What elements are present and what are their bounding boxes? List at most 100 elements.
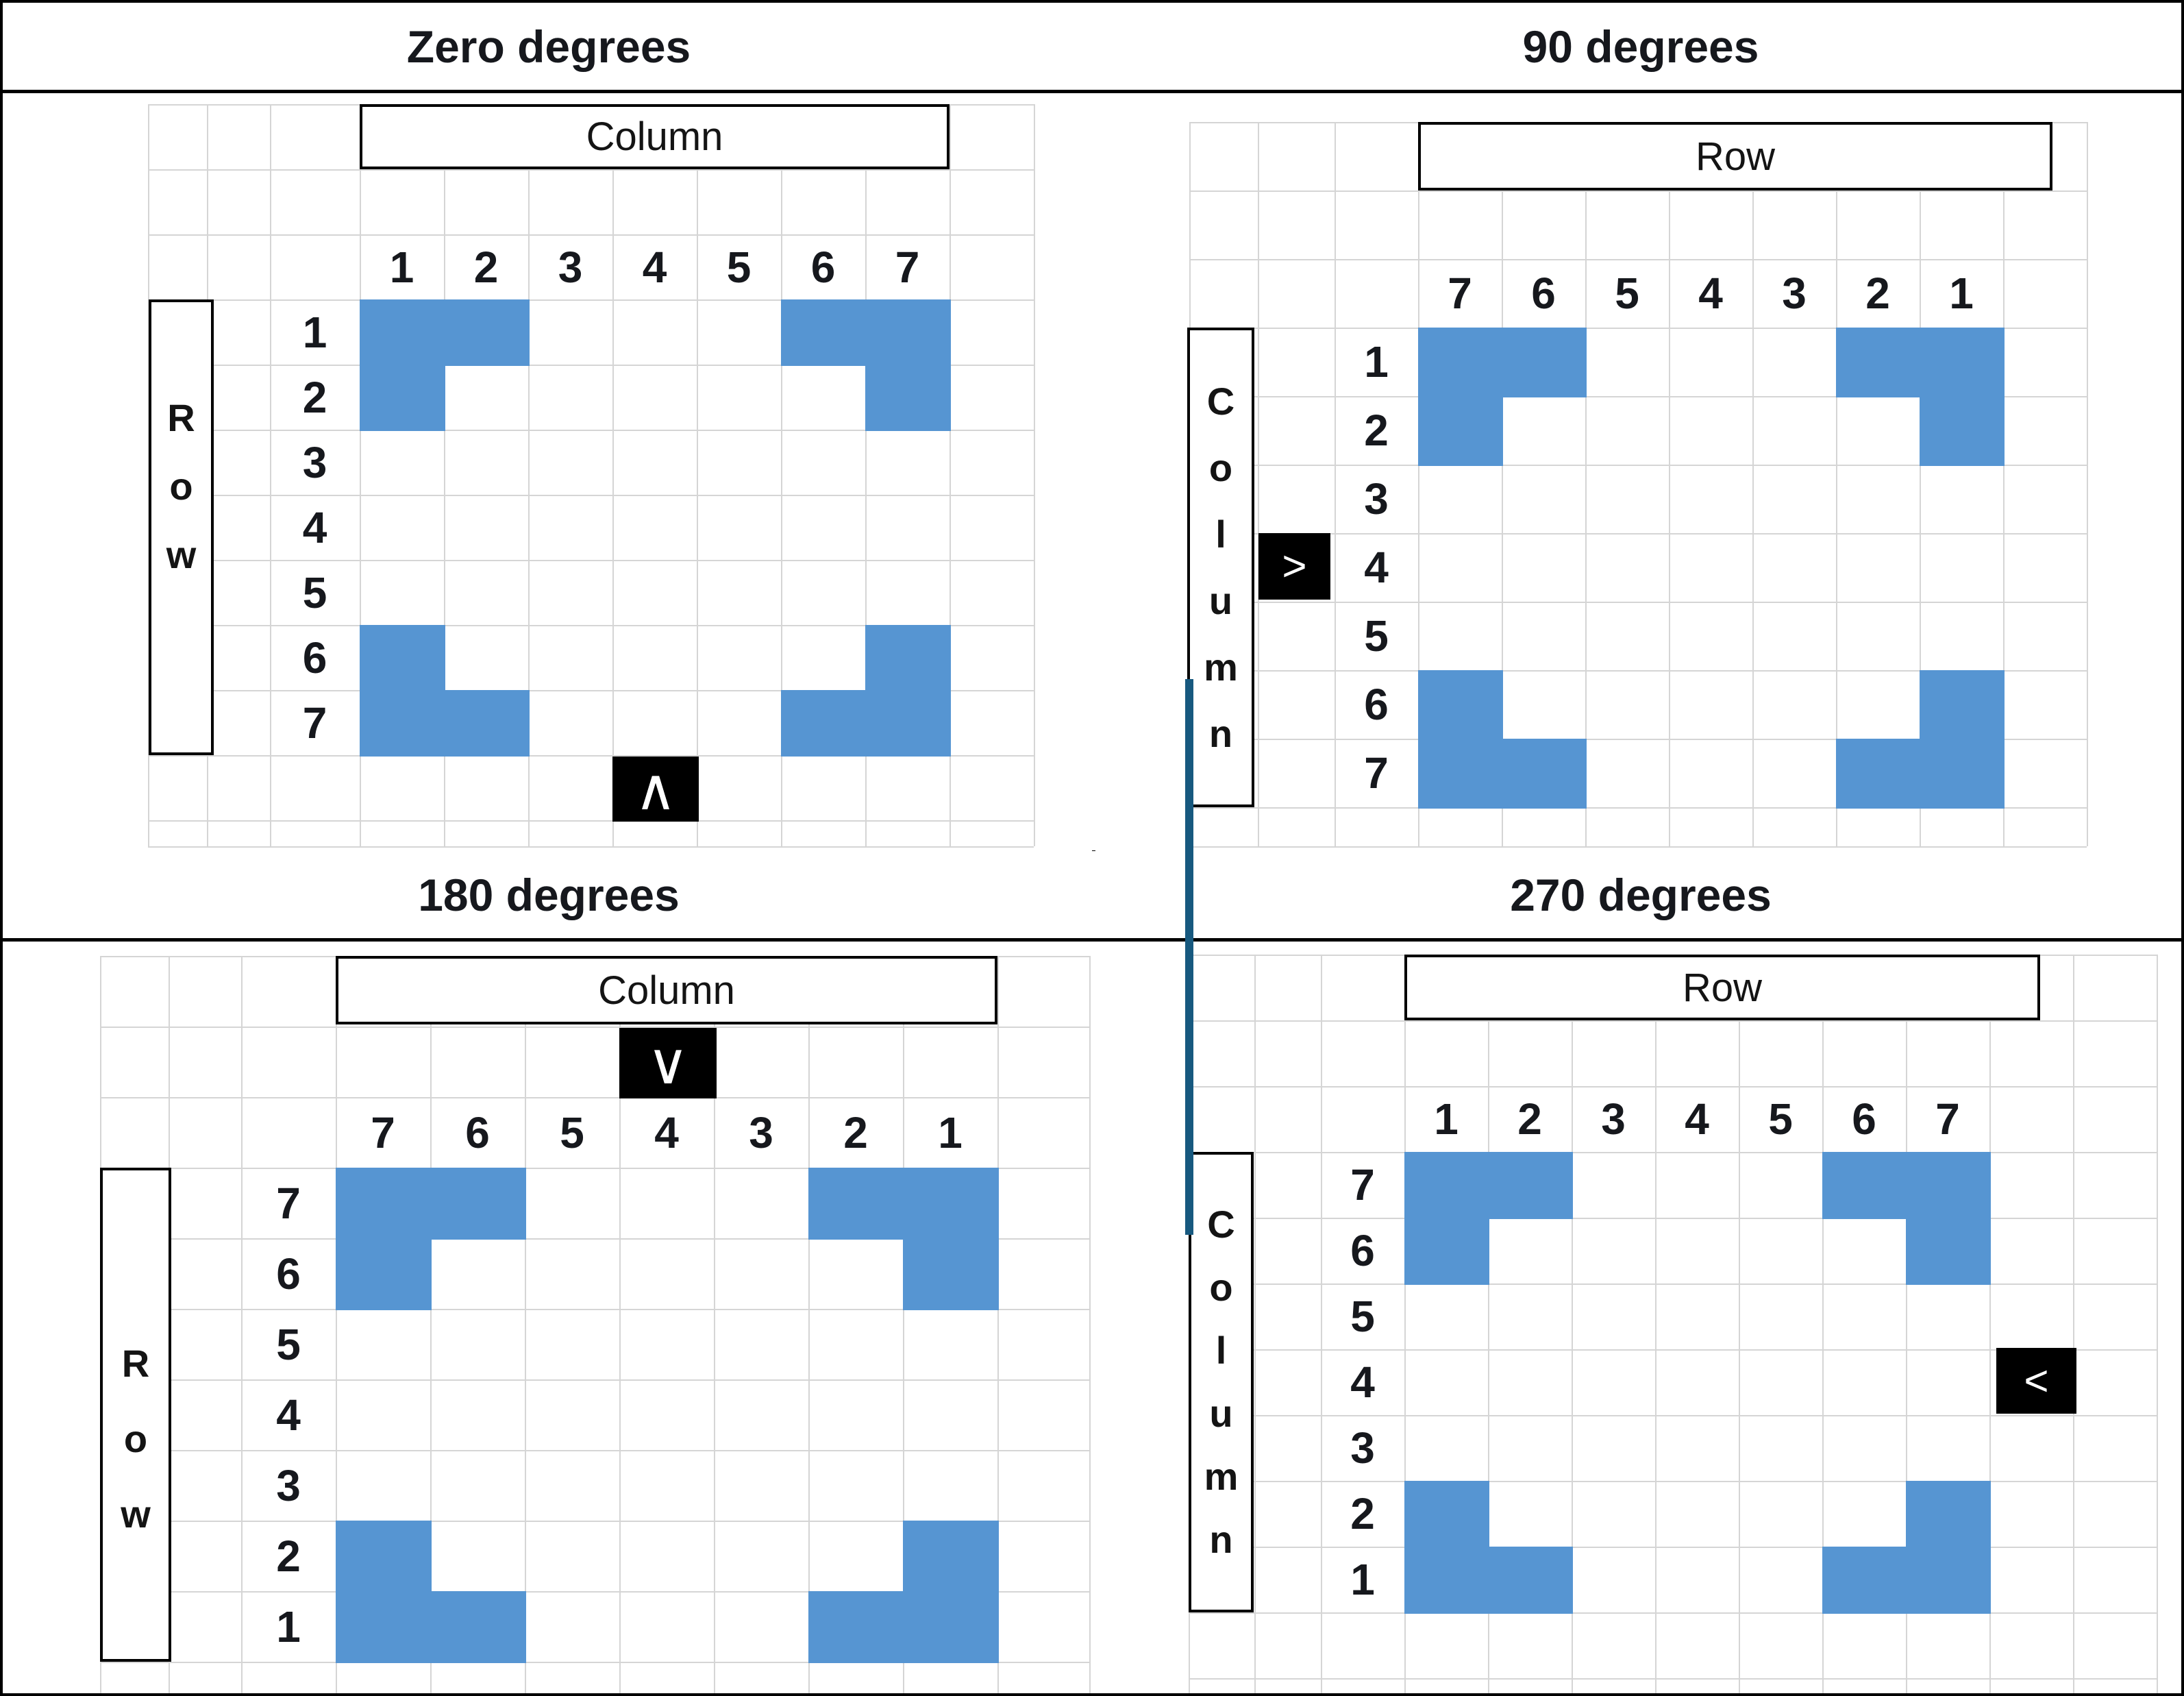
filled-cell xyxy=(903,1591,999,1663)
filled-cell xyxy=(1906,1481,1991,1548)
column-number-label: 7 xyxy=(1935,1094,1960,1144)
sheet-gridline-vertical xyxy=(1920,122,1921,846)
title-separator xyxy=(3,938,1095,942)
filled-cell xyxy=(865,690,951,757)
filled-cell xyxy=(903,1238,999,1310)
sheet-gridline-vertical xyxy=(697,104,698,846)
sheet-gridline-horizontal xyxy=(148,234,1034,236)
filled-cell xyxy=(336,1521,432,1593)
column-number-label: 3 xyxy=(1601,1094,1626,1144)
row-number-label: 2 xyxy=(1364,406,1389,455)
filled-cell xyxy=(336,1238,432,1310)
axis-header-box: Column xyxy=(336,956,997,1024)
sheet-gridline-horizontal xyxy=(148,365,1034,366)
sheet-gridline-vertical xyxy=(1572,955,1573,1693)
sheet-gridline-vertical xyxy=(714,956,715,1693)
sheet-gridline-vertical xyxy=(997,956,999,1693)
filled-cell xyxy=(1836,328,1921,397)
column-number-label: 7 xyxy=(895,242,920,292)
sheet-gridline-horizontal xyxy=(148,820,1034,822)
sheet-gridline-vertical xyxy=(1254,955,1256,1693)
filled-cell xyxy=(1488,1547,1573,1614)
filled-cell xyxy=(1920,670,2005,740)
row-number-label: 7 xyxy=(1364,748,1389,798)
sheet-gridline-vertical xyxy=(2003,122,2005,846)
sheet-gridline-vertical xyxy=(612,104,614,846)
filled-cell xyxy=(430,1168,526,1240)
sheet-gridline-horizontal xyxy=(1189,807,2087,809)
filled-cell xyxy=(1502,739,1587,809)
panel-title: 180 degrees xyxy=(418,869,680,920)
sheet-gridline-horizontal xyxy=(1189,1349,2157,1351)
column-number-label: 1 xyxy=(1949,269,1974,318)
column-number-label: 4 xyxy=(1698,269,1723,318)
sheet-gridline-horizontal xyxy=(1189,1678,2157,1680)
sheet-gridline-horizontal xyxy=(148,169,1034,171)
row-number-label: 5 xyxy=(1364,611,1389,661)
column-number-label: 2 xyxy=(843,1107,868,1157)
sheet-gridline-vertical xyxy=(360,104,361,846)
filled-cell xyxy=(865,299,951,366)
row-number-label: 3 xyxy=(1364,474,1389,524)
filled-cell xyxy=(1822,1152,1907,1219)
column-number-label: 3 xyxy=(749,1107,773,1157)
column-number-label: 5 xyxy=(560,1107,584,1157)
sheet-gridline-horizontal xyxy=(1189,1612,2157,1614)
sheet-gridline-horizontal xyxy=(1189,1218,2157,1219)
sheet-gridline-vertical xyxy=(808,956,810,1693)
row-number-label: 1 xyxy=(302,307,327,357)
sheet-gridline-horizontal xyxy=(100,1662,1089,1663)
filled-cell xyxy=(903,1168,999,1240)
axis-header-box: Column xyxy=(360,104,950,169)
column-number-label: 6 xyxy=(810,242,836,292)
filled-cell xyxy=(1906,1218,1991,1285)
sheet-gridline-vertical xyxy=(1989,955,1991,1693)
column-number-label: 3 xyxy=(558,242,583,292)
side-header-letter: w xyxy=(121,1492,151,1536)
sheet-gridline-vertical xyxy=(1034,104,1035,846)
column-number-label: 5 xyxy=(726,242,752,292)
sheet-gridline-vertical xyxy=(1906,955,1907,1693)
column-number-label: 1 xyxy=(1434,1094,1459,1144)
arrow-down-icon: ∨ xyxy=(647,1031,689,1096)
sheet-gridline-vertical xyxy=(1585,122,1587,846)
arrow-left-icon: < xyxy=(2024,1357,2049,1405)
filled-cell xyxy=(360,690,445,757)
filled-cell xyxy=(865,625,951,691)
sheet-gridline-vertical xyxy=(903,956,904,1693)
column-number-label: 2 xyxy=(473,242,499,292)
sheet-gridline-horizontal xyxy=(1189,465,2087,466)
filled-cell xyxy=(1418,739,1503,809)
column-number-label: 7 xyxy=(1448,269,1472,318)
sheet-gridline-horizontal xyxy=(1189,670,2087,672)
filled-cell xyxy=(1404,1481,1489,1548)
side-header-letter: o xyxy=(1208,446,1233,489)
row-number-label: 6 xyxy=(1350,1226,1375,1275)
filled-cell xyxy=(430,1591,526,1663)
sheet-gridline-horizontal xyxy=(148,625,1034,626)
row-number-label: 1 xyxy=(1364,337,1389,386)
sheet-gridline-vertical xyxy=(525,956,526,1693)
filled-cell xyxy=(808,1168,904,1240)
filled-cell xyxy=(1920,396,2005,466)
sheet-gridline-horizontal xyxy=(1189,739,2087,740)
filled-cell xyxy=(1920,739,2005,809)
sheet-gridline-vertical xyxy=(1404,955,1406,1693)
filled-cell xyxy=(1404,1218,1489,1285)
sheet-gridline-vertical xyxy=(2157,955,2158,1693)
title-separator xyxy=(1095,90,2181,93)
row-number-label: 5 xyxy=(276,1319,301,1369)
row-number-label: 7 xyxy=(302,698,327,748)
filled-cell xyxy=(1906,1152,1991,1219)
row-number-label: 1 xyxy=(1350,1555,1375,1604)
row-number-label: 4 xyxy=(276,1390,301,1440)
column-number-label: 5 xyxy=(1615,269,1639,318)
side-header-letter: l xyxy=(1215,513,1226,556)
column-number-label: 1 xyxy=(938,1107,963,1157)
